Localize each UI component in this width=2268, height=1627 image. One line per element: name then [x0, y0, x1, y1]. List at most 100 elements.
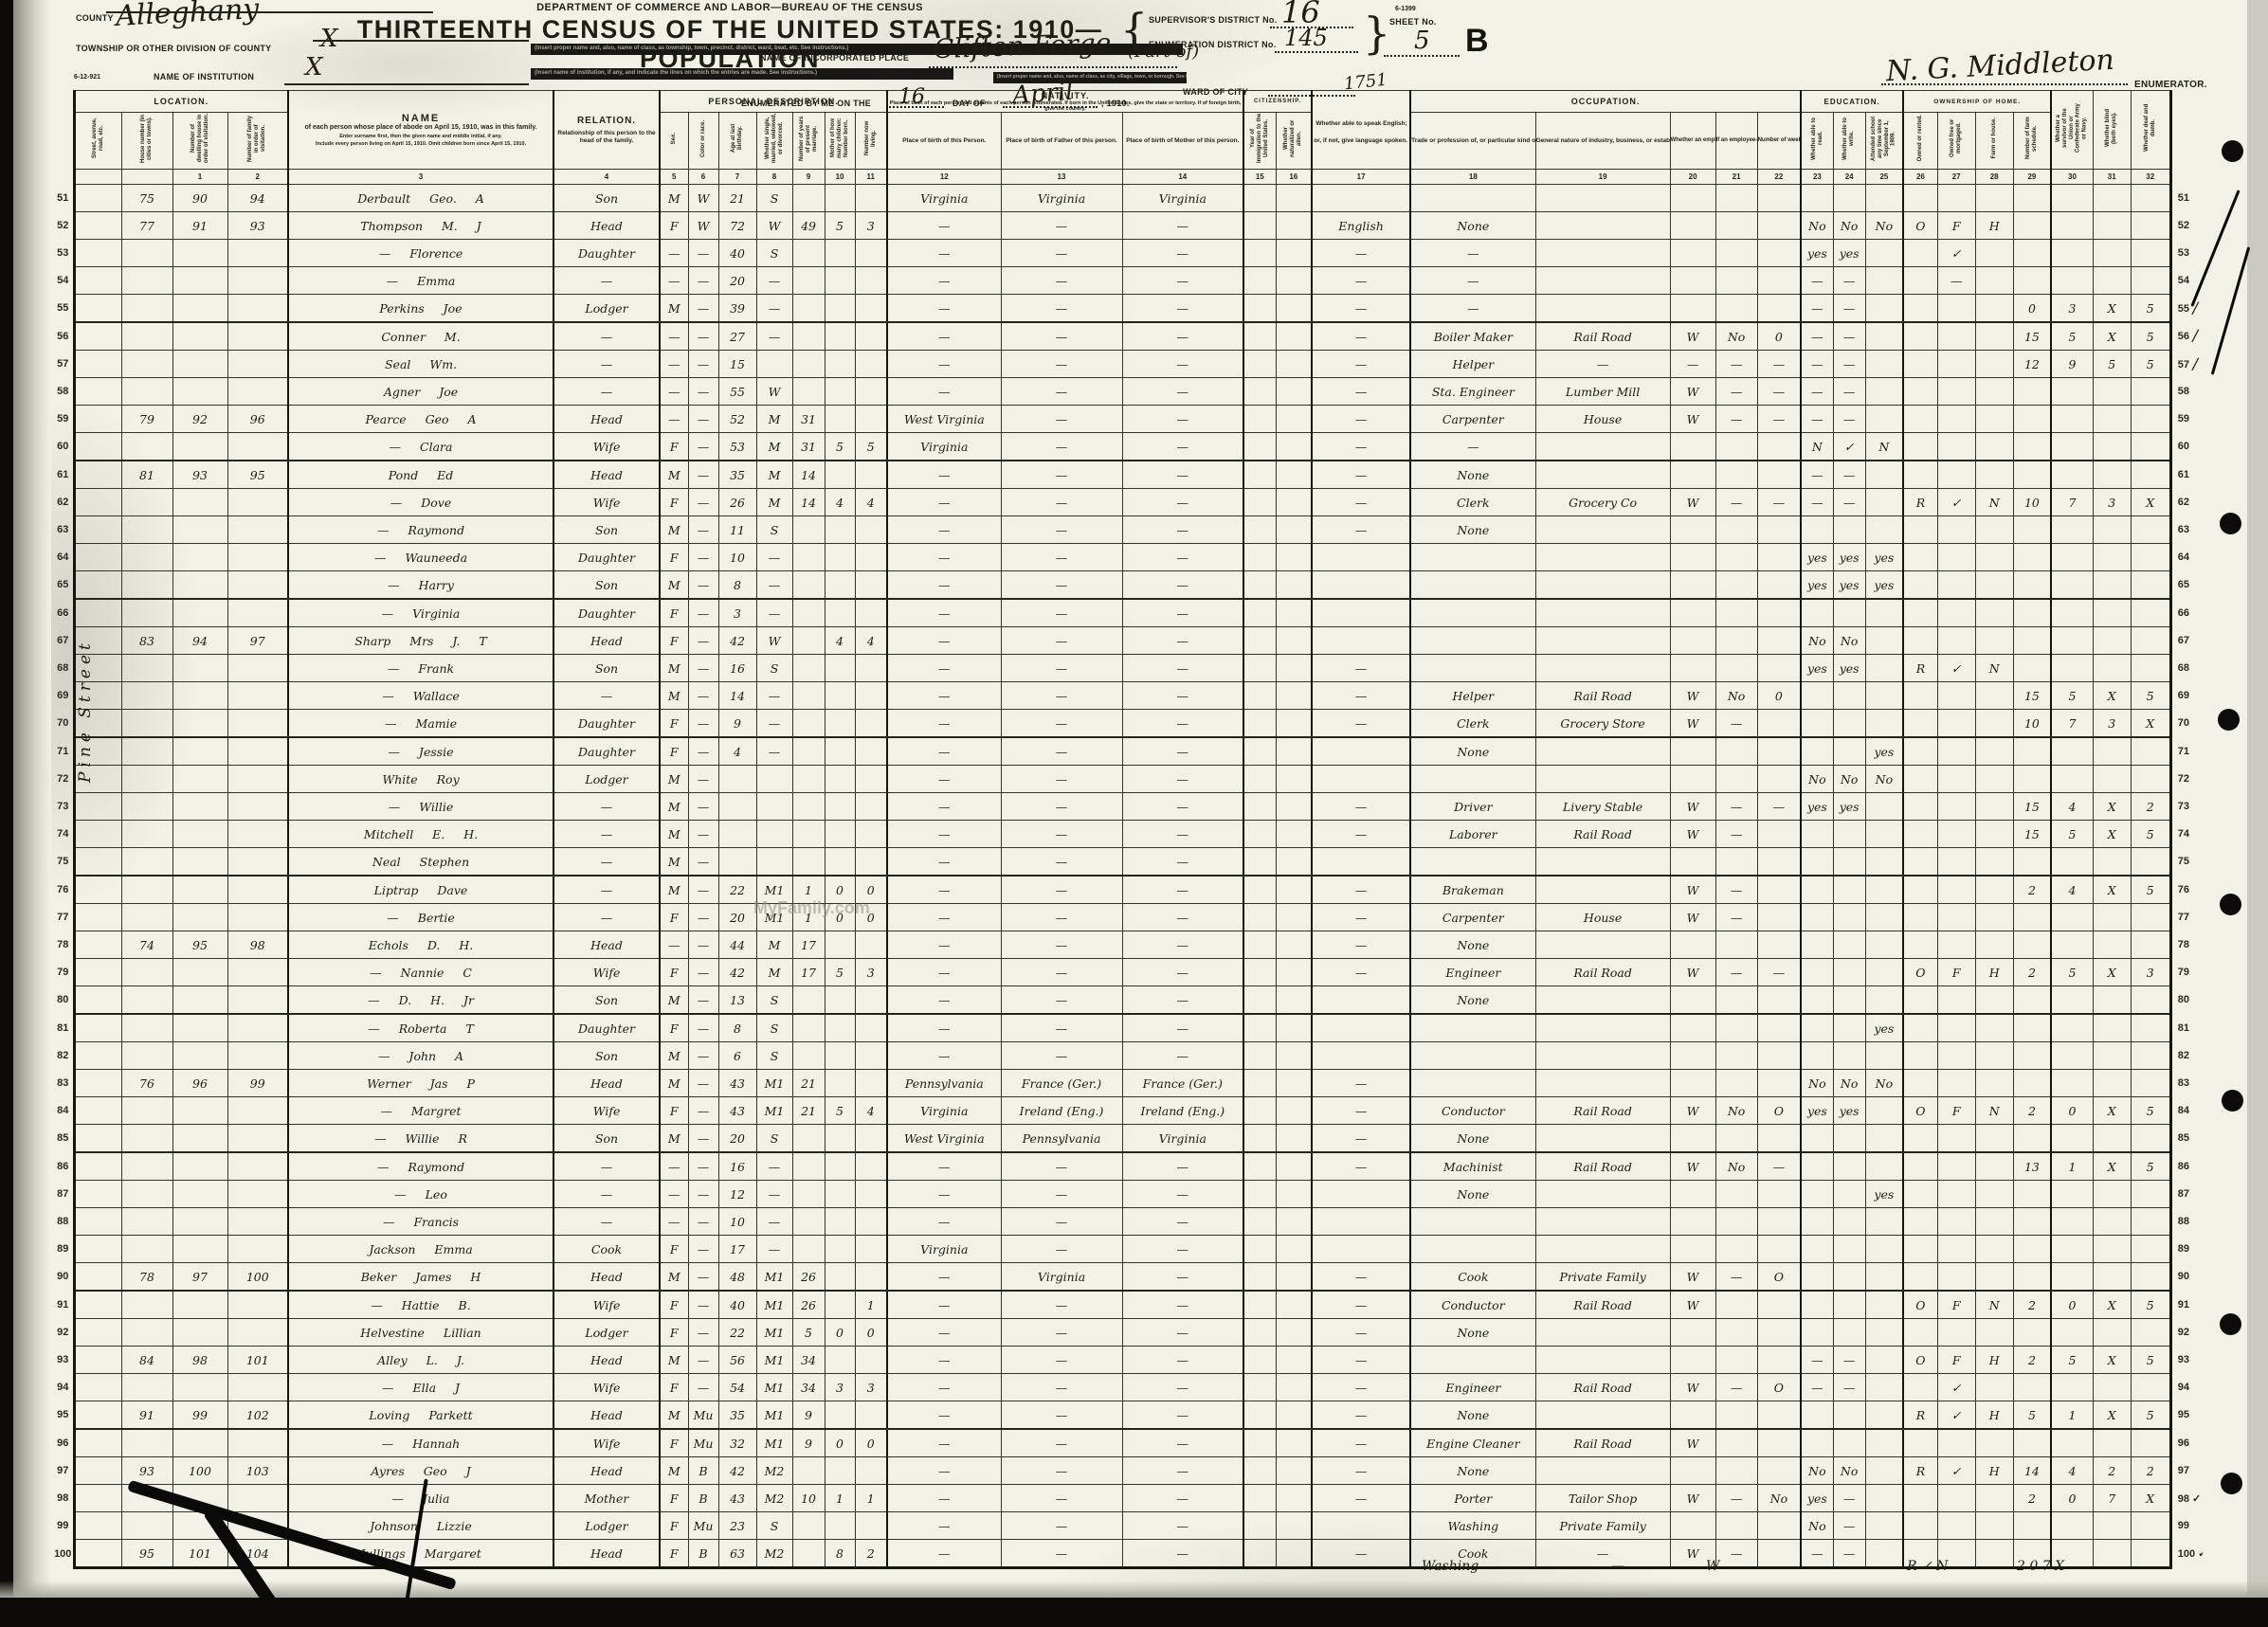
- cell: [1275, 1207, 1313, 1237]
- line-number-right: 89: [2177, 1243, 2189, 1256]
- cell: —: [1311, 1151, 1411, 1182]
- cell: [172, 1041, 228, 1071]
- cell: O: [1902, 958, 1938, 987]
- cell: [824, 1013, 856, 1043]
- cell: [172, 294, 228, 324]
- cell: Carpenter: [1409, 903, 1536, 932]
- cell: [1715, 515, 1758, 545]
- cell: [824, 377, 856, 407]
- cell: —: [1800, 350, 1834, 379]
- cell: —: [886, 792, 1002, 822]
- line-number-right: 61: [2177, 468, 2189, 480]
- cell: [2092, 1235, 2132, 1264]
- cell: N: [1864, 432, 1904, 462]
- cell: —: [1832, 1373, 1866, 1402]
- cell: 15: [2012, 681, 2052, 711]
- cell: 7: [2050, 488, 2094, 517]
- cell: [2092, 598, 2132, 628]
- cell: —: [1121, 1373, 1244, 1402]
- cell: 14: [2012, 1456, 2052, 1486]
- cell: [1756, 1346, 1802, 1375]
- census-row-64: 64— Wauneeda Daughter F —10— — — — yes yes yes 64: [53, 543, 2203, 572]
- cell: [1936, 1180, 1976, 1209]
- cell: 95: [120, 1539, 173, 1570]
- cell: [1715, 931, 1758, 960]
- cell: [1275, 1235, 1313, 1264]
- cell: —: [1121, 1180, 1244, 1209]
- cell: [1243, 1151, 1277, 1182]
- cell: [2130, 1069, 2172, 1098]
- cell: Sharp Mrs J. T: [287, 626, 554, 656]
- cell: M: [659, 985, 689, 1016]
- cell: [1756, 266, 1802, 296]
- cell: [1715, 543, 1758, 572]
- column-header-dwelling: Number of dwelling house in order of vis…: [172, 112, 228, 171]
- cell: [1311, 1180, 1411, 1209]
- cell: —: [886, 570, 1002, 601]
- cell: [1275, 570, 1313, 601]
- cell: [1715, 294, 1758, 324]
- cell: 0: [2050, 1290, 2094, 1320]
- column-header-children-living: Number now living.: [854, 112, 888, 171]
- cell: [1936, 736, 1976, 767]
- cell: [120, 1318, 173, 1347]
- hole-punch: [2220, 513, 2241, 534]
- cell: 101: [227, 1346, 289, 1375]
- cell: 5: [2130, 350, 2172, 379]
- cell: [1832, 1318, 1866, 1347]
- cell: [1936, 903, 1976, 932]
- cell: [172, 1096, 228, 1126]
- column-number: 32: [2130, 169, 2172, 186]
- cell: —: [886, 488, 1002, 517]
- cell: [1243, 1207, 1277, 1237]
- cell: [1974, 765, 2014, 794]
- cell: [755, 765, 793, 794]
- cell: [1715, 598, 1758, 628]
- cell: [1243, 931, 1277, 960]
- cell: S: [755, 1124, 793, 1154]
- column-header-pob-mother: Place of birth of Mother of this person.: [1121, 112, 1244, 171]
- cell: Head: [553, 1539, 661, 1570]
- cell: —: [886, 681, 1002, 711]
- cell: [1832, 1041, 1866, 1071]
- cell: [1669, 432, 1716, 462]
- cell: —: [659, 405, 689, 434]
- cell: [1864, 488, 1904, 517]
- cell: [2050, 1013, 2094, 1043]
- cell: 2: [2092, 1456, 2132, 1486]
- line-number-right: 83: [2177, 1077, 2189, 1090]
- cell: [1756, 1456, 1802, 1486]
- cell: [1275, 1041, 1313, 1071]
- cell: —: [886, 1484, 1002, 1513]
- cell: [172, 239, 228, 268]
- cell: [1669, 515, 1716, 545]
- cell: —: [687, 1290, 719, 1320]
- cell: —: [553, 1151, 661, 1182]
- cell: —: [687, 792, 719, 822]
- cell: Daughter: [553, 598, 661, 628]
- cell: [72, 1539, 122, 1570]
- cell: 56: [717, 1346, 757, 1375]
- cell: —: [1715, 792, 1758, 822]
- cell: [2012, 1124, 2052, 1154]
- cell: 5: [2130, 294, 2172, 324]
- cell: [1974, 350, 2014, 379]
- cell: F: [659, 1013, 689, 1043]
- cell: [72, 1124, 122, 1154]
- cell: [824, 847, 856, 877]
- column-header-industry: General nature of industry, business, or…: [1534, 112, 1671, 171]
- cell: yes: [1864, 736, 1904, 767]
- cell: Wife: [553, 1428, 661, 1458]
- cell: 1: [2050, 1401, 2094, 1431]
- cell: [2050, 765, 2094, 794]
- cell: [227, 681, 289, 711]
- cell: [1864, 1207, 1904, 1237]
- cell: [1756, 211, 1802, 241]
- cell: —: [1311, 820, 1411, 849]
- cell: [1974, 820, 2014, 849]
- cell: —: [1311, 460, 1411, 490]
- cell: —: [1715, 903, 1758, 932]
- cell: yes: [1864, 570, 1904, 601]
- cell: —: [1000, 1318, 1123, 1347]
- supervisor-label: SUPERVISOR'S DISTRICT No.: [1149, 15, 1278, 25]
